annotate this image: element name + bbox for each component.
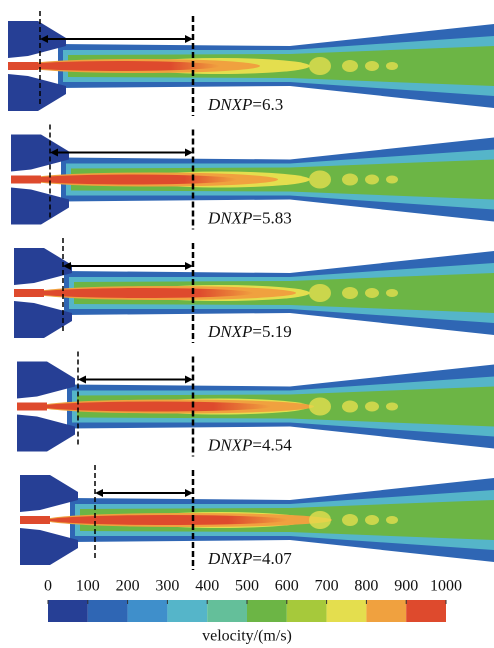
colorbar-tick-label: 200 — [116, 578, 140, 595]
jet — [27, 175, 237, 185]
shock-cell — [309, 171, 331, 189]
label-value: =6.3 — [252, 95, 283, 114]
jet — [48, 515, 288, 525]
colorbar-tick-label: 700 — [315, 578, 339, 595]
colorbar-tick-label: 100 — [76, 578, 100, 595]
shock-cell — [342, 174, 358, 186]
shock-cell — [386, 289, 398, 297]
colorbar-label: velocity/(m/s) — [202, 628, 292, 645]
colorbar-segment — [406, 600, 446, 622]
inlet — [11, 176, 41, 184]
label-value: =4.07 — [252, 549, 292, 568]
colorbar-segment — [366, 600, 406, 622]
figure: DNXP=6.3DNXP=5.83DNXP=5.19DNXP=4.54DNXP=… — [0, 0, 494, 648]
panel-label: DNXP=5.19 — [207, 322, 292, 341]
shock-cell — [365, 402, 379, 412]
shock-cell — [342, 514, 358, 526]
panel-label: DNXP=4.54 — [207, 435, 292, 454]
colorbar-segment — [88, 600, 128, 622]
arrow-head — [78, 376, 86, 384]
nozzle-bottom — [20, 528, 78, 565]
label-value: =5.83 — [252, 208, 291, 227]
nozzle-top — [20, 475, 78, 512]
nozzle-bottom — [17, 415, 75, 452]
colorbar-segment — [167, 600, 207, 622]
shock-cell — [386, 516, 398, 524]
colorbar-segment — [287, 600, 327, 622]
colorbar-tick-label: 300 — [155, 578, 179, 595]
shock-cell — [386, 176, 398, 184]
colorbar-segment — [48, 600, 88, 622]
colorbar-tick-label: 900 — [394, 578, 418, 595]
label-value: =4.54 — [252, 435, 292, 454]
arrow-head — [95, 489, 103, 497]
label-variable: DNXP — [207, 208, 252, 227]
label-value: =5.19 — [252, 322, 291, 341]
colorbar-tick-label: 600 — [275, 578, 299, 595]
shock-cell — [365, 175, 379, 185]
panel-label: DNXP=6.3 — [207, 95, 283, 114]
panel-label: DNXP=5.83 — [207, 208, 292, 227]
nozzle-bottom — [11, 188, 69, 225]
colorbar-segment — [128, 600, 168, 622]
shock-cell — [342, 287, 358, 299]
inlet — [14, 289, 44, 297]
shock-cell — [309, 57, 331, 75]
shock-cell — [365, 515, 379, 525]
colorbar-segment — [247, 600, 287, 622]
jet — [41, 402, 271, 412]
shock-cell — [309, 511, 331, 529]
colorbar-tick-label: 1000 — [430, 578, 462, 595]
colorbar-tick-label: 0 — [44, 578, 52, 595]
colorbar-segment — [327, 600, 367, 622]
colorbar-segment — [207, 600, 247, 622]
shock-cell — [365, 61, 379, 71]
shock-cell — [386, 62, 398, 70]
jet — [34, 288, 254, 298]
colorbar-tick-label: 400 — [195, 578, 219, 595]
label-variable: DNXP — [207, 322, 252, 341]
shock-cell — [365, 288, 379, 298]
nozzle-top — [17, 362, 75, 399]
inlet — [8, 62, 38, 70]
shock-cell — [342, 60, 358, 72]
shock-cell — [386, 403, 398, 411]
colorbar-tick-label: 800 — [354, 578, 378, 595]
shock-cell — [309, 398, 331, 416]
panel-label: DNXP=4.07 — [207, 549, 292, 568]
label-variable: DNXP — [207, 435, 252, 454]
shock-cell — [342, 401, 358, 413]
label-variable: DNXP — [207, 549, 252, 568]
nozzle-bottom — [8, 74, 66, 111]
jet — [20, 61, 220, 71]
inlet — [17, 403, 47, 411]
label-variable: DNXP — [207, 95, 252, 114]
colorbar-tick-label: 500 — [235, 578, 259, 595]
inlet — [20, 516, 50, 524]
shock-cell — [309, 284, 331, 302]
